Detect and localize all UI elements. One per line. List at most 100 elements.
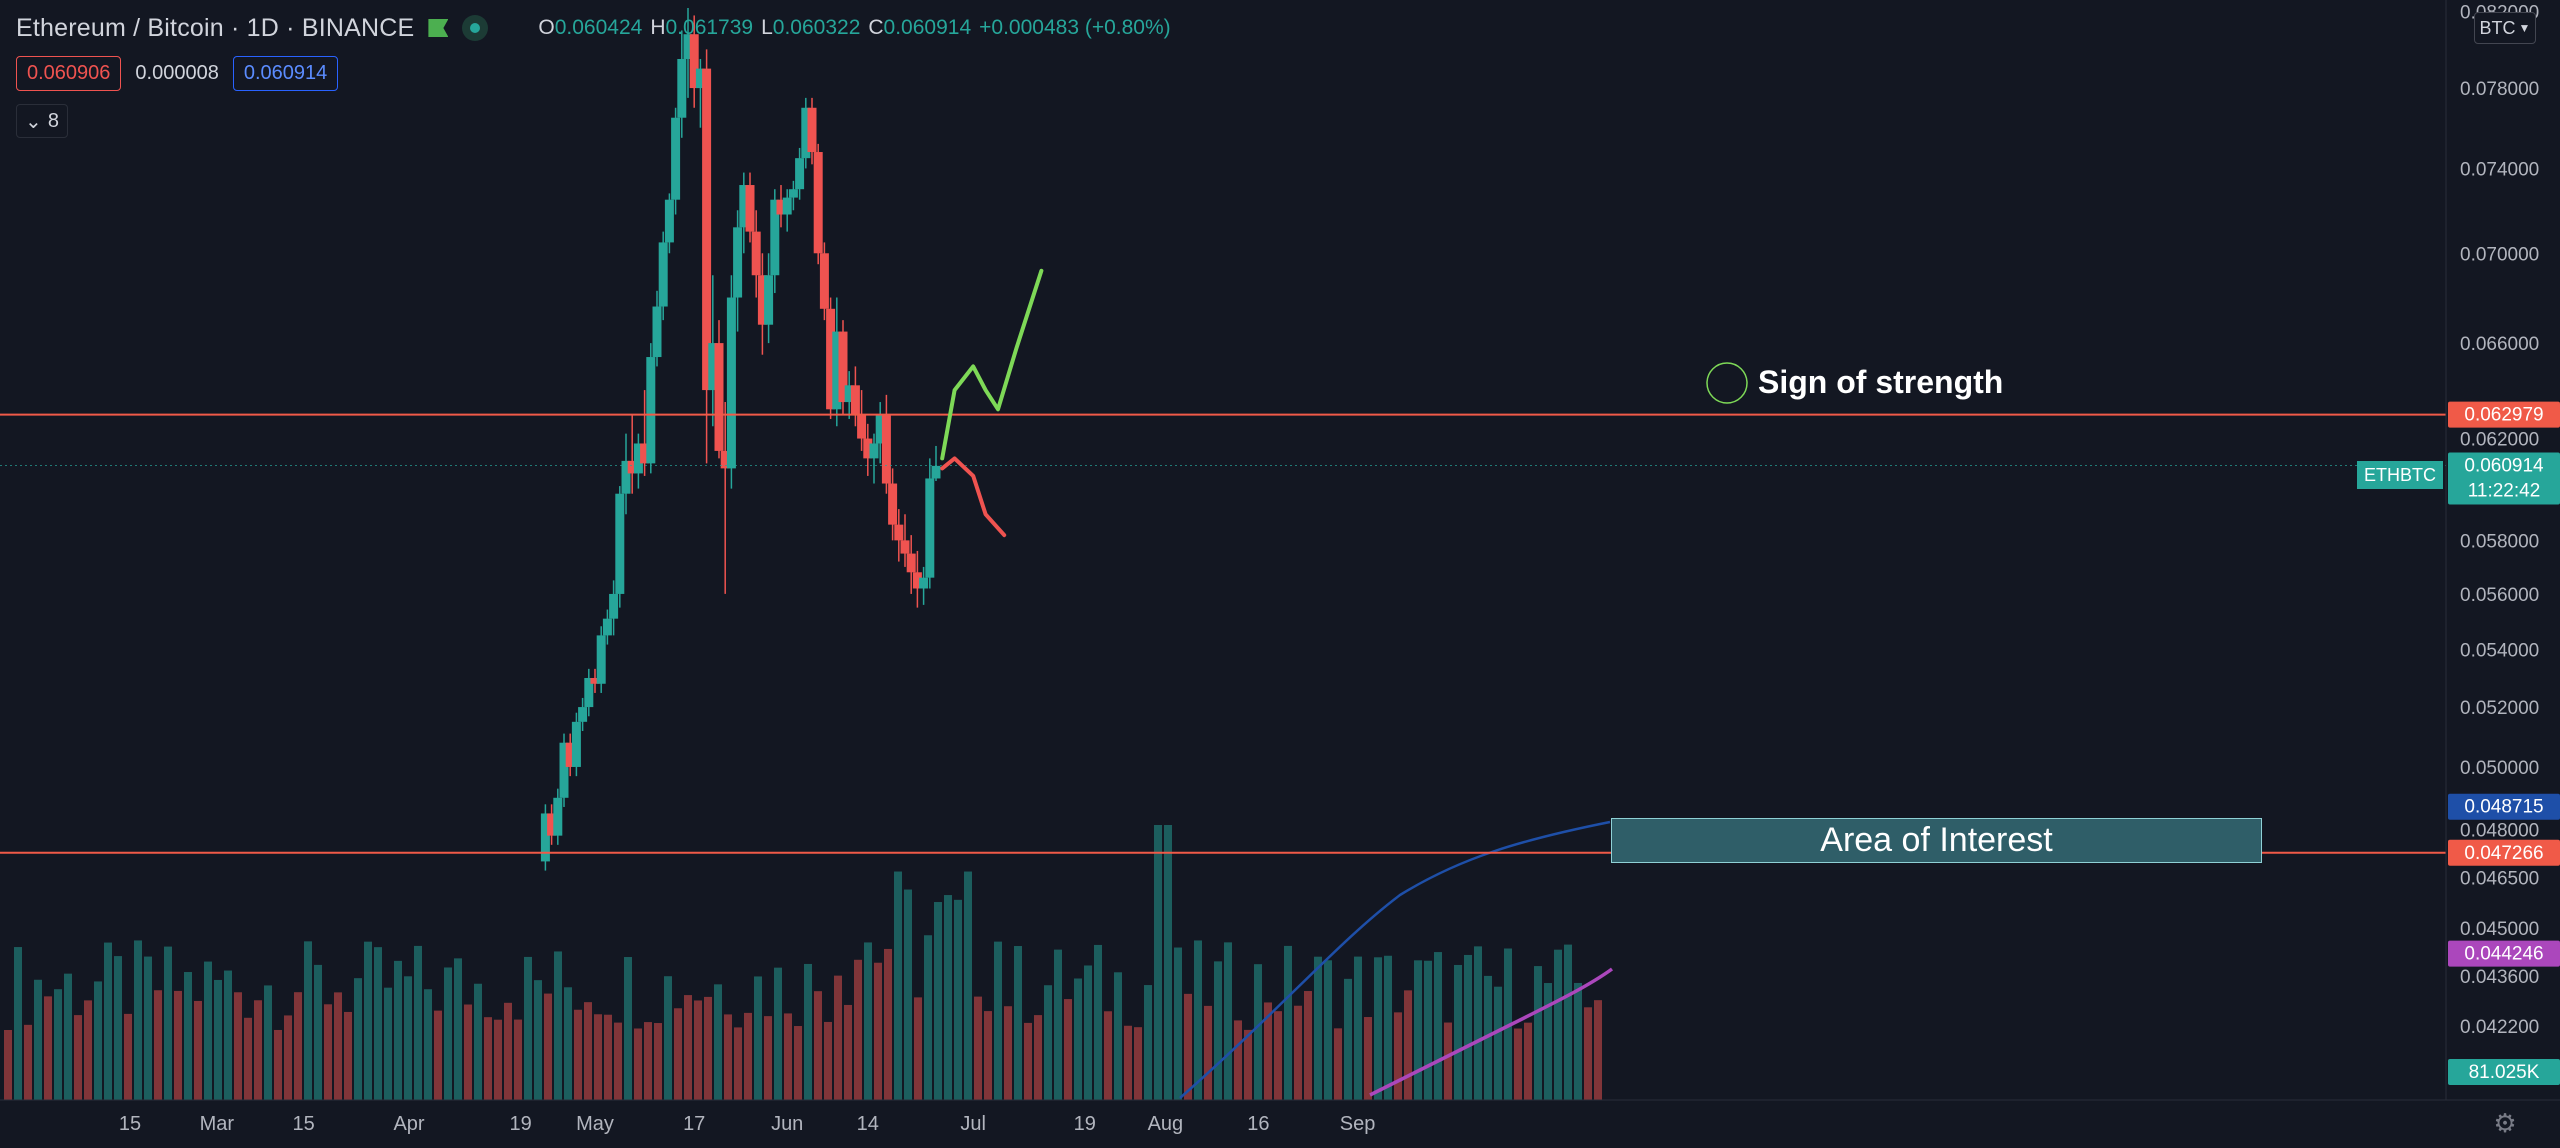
candle-body	[584, 677, 594, 708]
price-tick-label: 0.054000	[2460, 640, 2539, 661]
time-tick-label: Aug	[1148, 1113, 1184, 1135]
candle-body	[627, 460, 637, 474]
candle-body	[850, 385, 860, 415]
volume-bar	[34, 979, 42, 1100]
volume-bar	[1194, 940, 1202, 1100]
volume-bar	[914, 997, 922, 1100]
candle-body	[658, 242, 668, 307]
volume-bar	[994, 941, 1002, 1100]
time-tick-label: 15	[119, 1113, 141, 1135]
volume-bar	[784, 1013, 792, 1100]
volume-bar	[514, 1019, 522, 1100]
volume-bar	[1154, 825, 1162, 1100]
price-tick-label: 0.058000	[2460, 531, 2539, 552]
volume-bar	[494, 1019, 502, 1100]
breakout-circle[interactable]	[1706, 362, 1748, 404]
volume-bar	[404, 976, 412, 1100]
candle-body	[695, 68, 705, 89]
volume-bar	[824, 1021, 832, 1100]
status-dot-icon	[462, 15, 489, 41]
bullish-projection-path[interactable]	[940, 268, 1044, 461]
sign-of-strength-label[interactable]: Sign of strength	[1758, 364, 2004, 400]
volume-bar	[94, 981, 102, 1100]
volume-bar	[424, 989, 432, 1100]
volume-bar	[1554, 949, 1562, 1100]
volume-bar	[684, 995, 692, 1100]
buy-button[interactable]: 0.060914	[232, 56, 339, 91]
volume-bar	[374, 947, 382, 1100]
indicators-toggle[interactable]: ⌄ 8	[16, 104, 68, 138]
drawings[interactable]	[940, 268, 1748, 538]
volume-bar	[1064, 999, 1072, 1100]
candle-body	[782, 197, 792, 215]
volume-bar	[854, 959, 862, 1100]
volume-bar	[124, 1013, 132, 1100]
ma-fast-line	[1179, 820, 1611, 1099]
volume-bar	[1164, 825, 1172, 1100]
candle-body	[931, 465, 941, 479]
volume-bar	[774, 967, 782, 1100]
price-tag-box	[2448, 793, 2560, 820]
volume-bar	[944, 895, 952, 1100]
volume-bar	[144, 956, 152, 1100]
candle-body	[739, 185, 749, 228]
candle-body	[813, 152, 823, 254]
candle-body	[590, 677, 600, 684]
volume-bar	[574, 1009, 582, 1100]
flag-icon[interactable]	[428, 19, 449, 37]
sell-button[interactable]: 0.060906	[16, 56, 122, 91]
candle-body	[615, 493, 625, 594]
volume-bar	[1274, 1011, 1282, 1100]
symbol-legend: Ethereum / Bitcoin · 1D · BINANCE O0.060…	[16, 10, 1171, 46]
currency-selector[interactable]: BTC ▼	[2474, 12, 2536, 44]
price-tags: 0.062979 0.060914 11:22:42 0.048715 0.047266…	[2448, 401, 2560, 1085]
volume-bar	[1174, 947, 1182, 1100]
volume-bar	[1294, 1005, 1302, 1100]
volume-bar	[1094, 944, 1102, 1100]
symbol-title[interactable]: Ethereum / Bitcoin · 1D · BINANCE	[16, 13, 415, 42]
volume-bar	[1424, 960, 1432, 1100]
price-axis[interactable]: 0.0820000.0780000.0740000.0700000.066000…	[2460, 3, 2539, 1090]
volume-bar	[214, 979, 222, 1100]
bearish-projection-path[interactable]	[940, 456, 1007, 538]
candle-body	[832, 331, 842, 410]
candle-body	[720, 450, 730, 469]
time-tick-label: Sep	[1340, 1113, 1376, 1135]
volume-bar	[24, 1024, 32, 1100]
volume-bar	[434, 1010, 442, 1100]
volume-bar	[444, 967, 452, 1100]
time-tick-label: Mar	[200, 1113, 235, 1135]
candle-body	[733, 227, 743, 298]
volume-bar	[674, 1008, 682, 1100]
time-axis[interactable]: 15 Mar 15 Apr 19 May 17 Jun 14 Jul 19 Aug 16 Sep	[119, 1113, 1376, 1135]
candle-body	[757, 275, 767, 325]
volume-bar	[1034, 1015, 1042, 1100]
candle-body	[652, 306, 662, 358]
volume-bar	[334, 992, 342, 1100]
candle-body	[714, 343, 724, 451]
low-value: 0.060322	[772, 16, 861, 39]
candle-body	[912, 572, 922, 589]
volume-bar	[354, 978, 362, 1100]
volume-bar	[724, 1014, 732, 1100]
ohlc-values: O0.060424 H0.061739 L0.060322 C0.060914 …	[538, 16, 1171, 39]
volume-bar	[484, 1017, 492, 1100]
volume-bar	[1024, 1022, 1032, 1100]
indicators-count: 8	[47, 109, 59, 132]
volume-bar	[864, 942, 872, 1100]
gear-icon[interactable]: ⚙	[2493, 1107, 2517, 1138]
area-of-interest-box[interactable]: Area of Interest	[1611, 818, 2262, 863]
candle-body	[869, 443, 879, 459]
volume-bar	[274, 1029, 282, 1100]
chevron-down-icon: ▼	[2518, 21, 2531, 35]
candle-body	[677, 58, 687, 118]
volume-bar	[1534, 966, 1542, 1100]
volume-bar	[984, 1011, 992, 1100]
time-tick-label: 19	[1074, 1113, 1096, 1135]
volume-bar	[1214, 961, 1222, 1100]
volume-bar	[344, 1011, 352, 1100]
volume-bar	[1144, 985, 1152, 1100]
volume-bar	[1464, 954, 1472, 1100]
candle-body	[633, 443, 643, 474]
